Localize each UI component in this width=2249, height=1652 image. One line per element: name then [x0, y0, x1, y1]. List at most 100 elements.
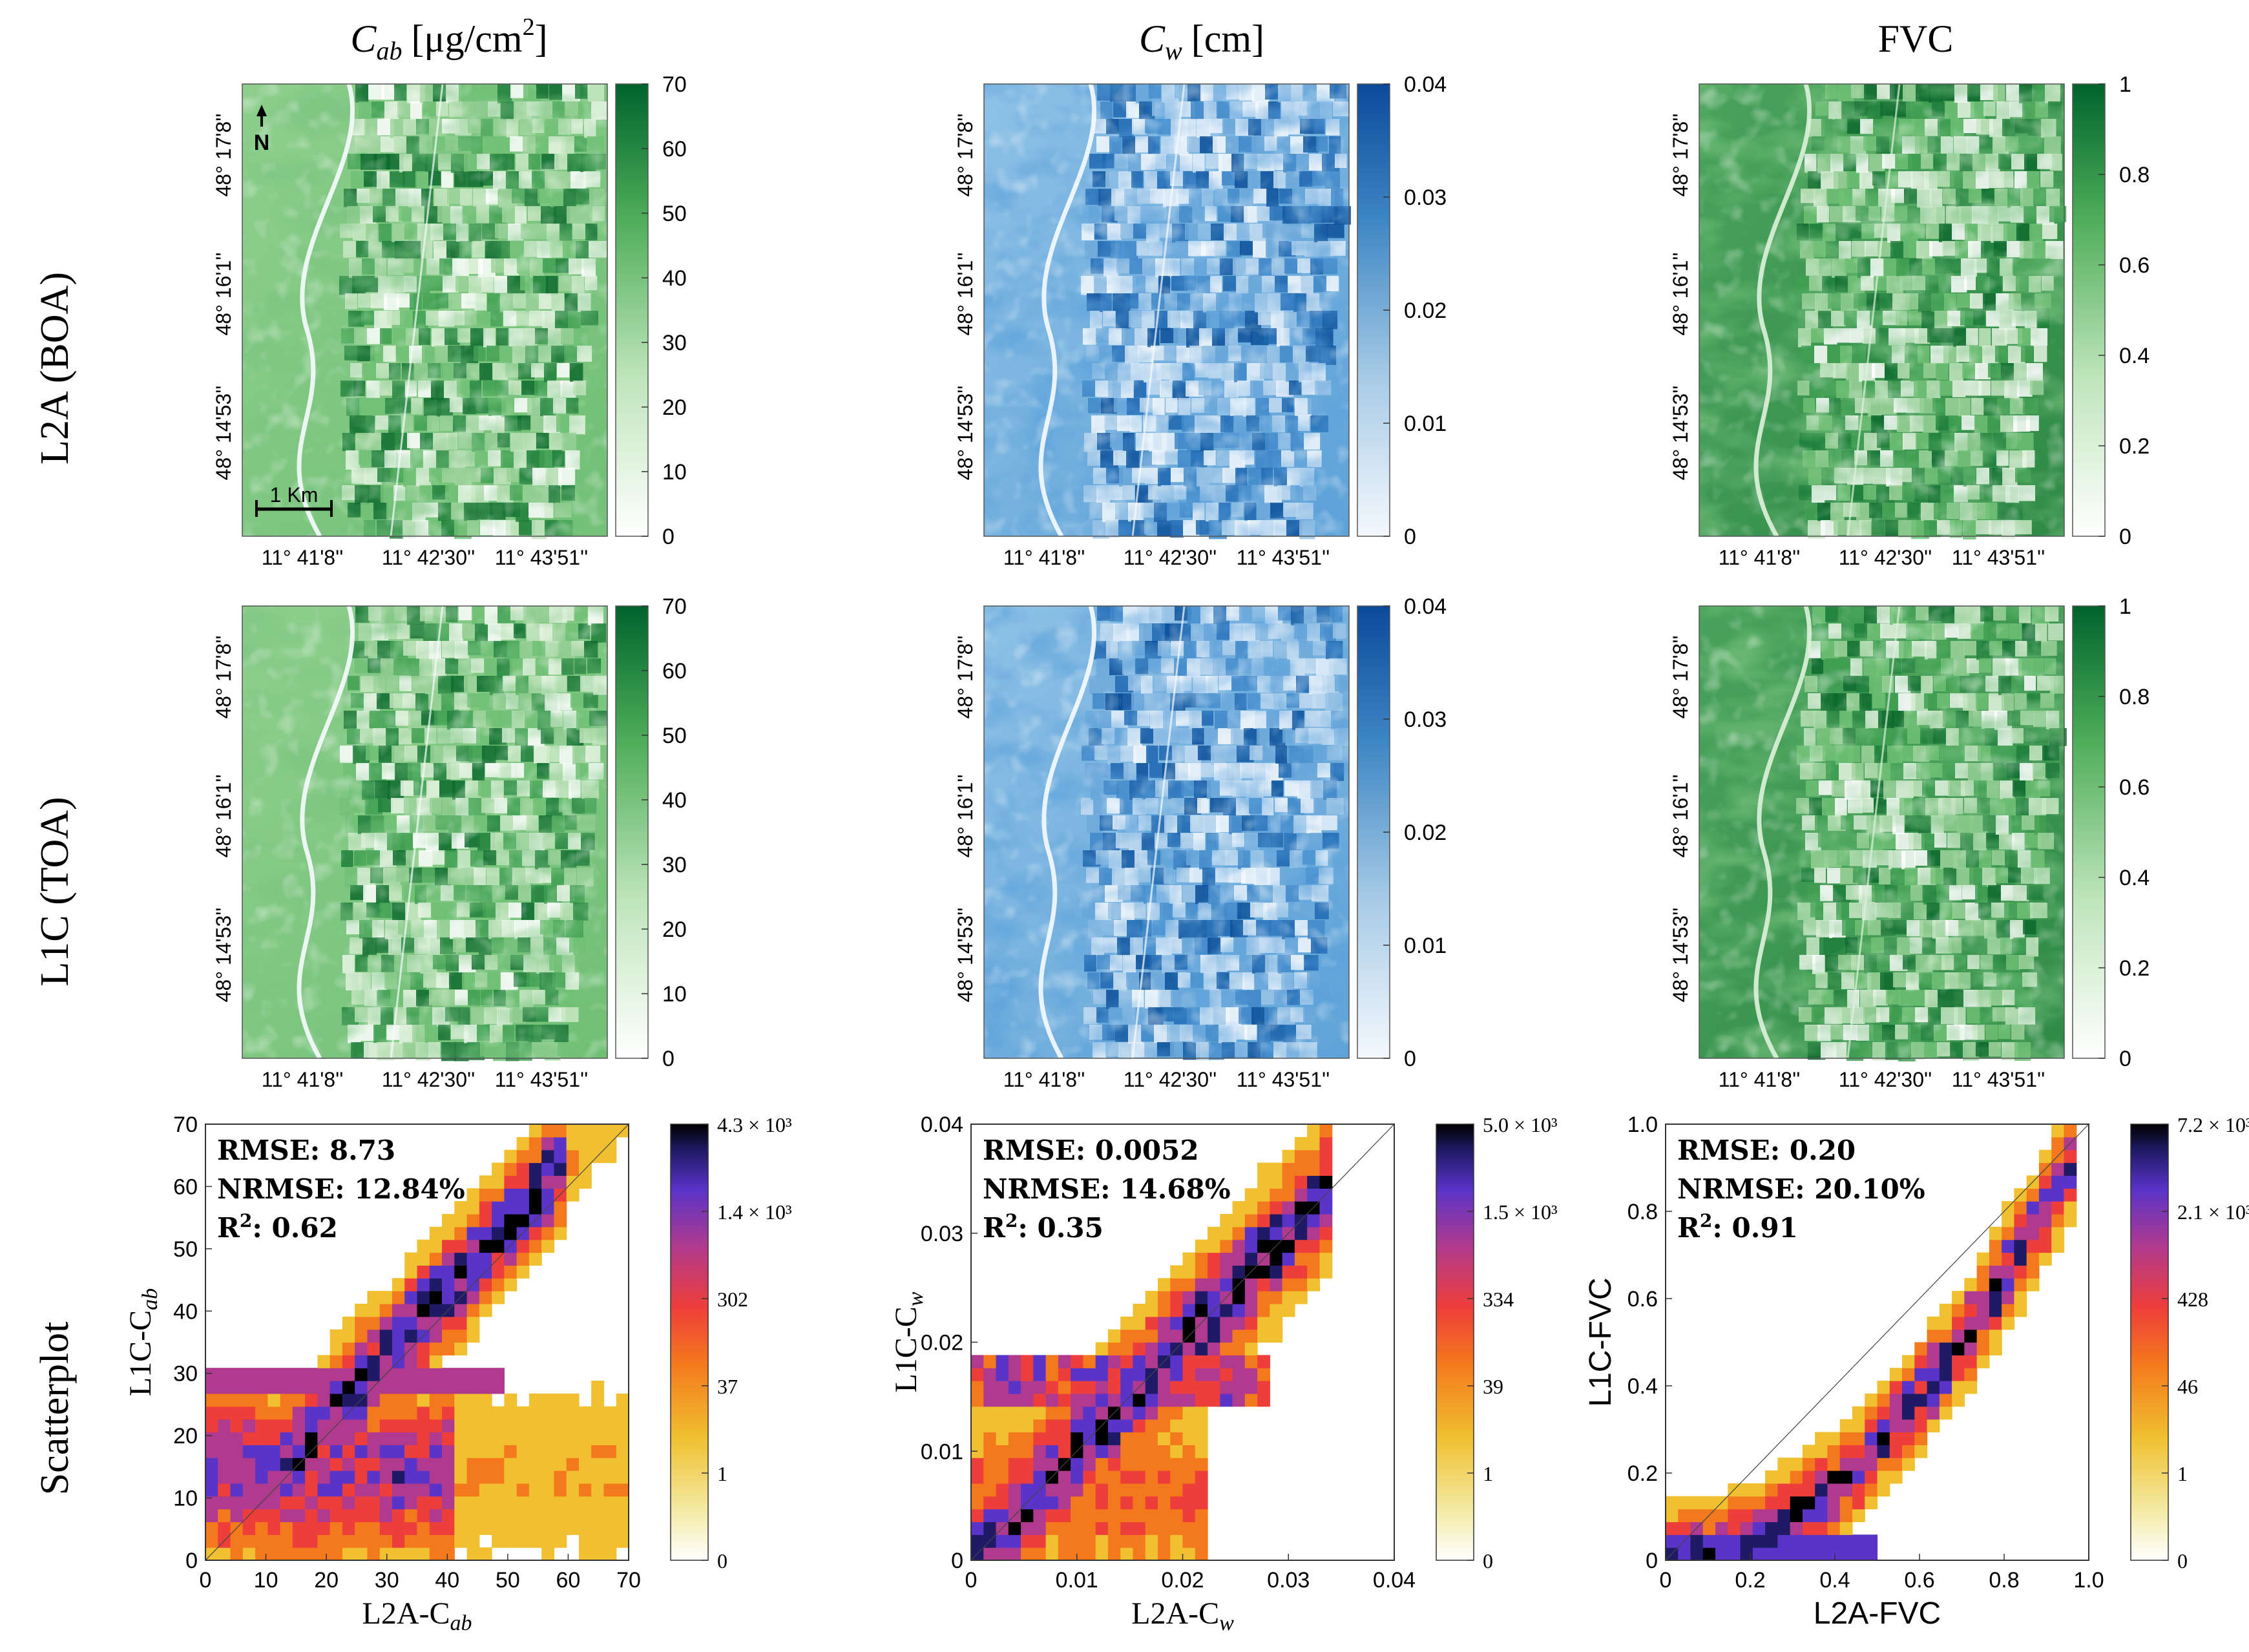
density-cell: [578, 1406, 592, 1420]
scatter-x-tick: 0.01: [1056, 1568, 1098, 1593]
density-cell: [479, 1547, 492, 1561]
density-cell: [1021, 1368, 1034, 1381]
map-y-tick: 48° 17'8'': [1669, 114, 1692, 197]
density-cell: [1170, 1355, 1184, 1368]
density-cell: [292, 1406, 306, 1420]
density-cell: [1182, 1432, 1196, 1445]
density-cell: [2014, 1265, 2027, 1279]
density-cell: [242, 1368, 256, 1381]
map-x-tick: 11° 43'51'': [1237, 1068, 1330, 1091]
density-cell: [2014, 1252, 2027, 1266]
scatter-x-tick: 70: [616, 1568, 641, 1593]
density-cell: [1232, 1213, 1246, 1228]
density-cell: [466, 1303, 480, 1317]
density-cell: [1008, 1458, 1021, 1471]
density-cell: [1120, 1381, 1134, 1394]
density-cell: [1319, 1175, 1333, 1189]
density-cell: [417, 1265, 430, 1279]
density-cell: [603, 1406, 617, 1420]
density-cell: [367, 1521, 381, 1535]
density-cell: [1033, 1445, 1047, 1458]
density-cell: [442, 1393, 455, 1407]
density-cell: [1195, 1534, 1208, 1548]
density-cell: [1208, 1291, 1220, 1304]
density-cell: [1095, 1534, 1109, 1548]
density-cell: [1270, 1265, 1283, 1279]
density-cell: [541, 1521, 555, 1535]
density-cell: [379, 1445, 393, 1458]
density-cell: [1008, 1470, 1021, 1484]
density-cell: [1095, 1342, 1109, 1355]
density-cell: [330, 1355, 343, 1368]
density-cell: [1952, 1393, 1965, 1407]
density-cell: [578, 1124, 592, 1138]
density-cell: [1715, 1521, 1728, 1535]
density-cell: [983, 1496, 997, 1510]
stat-rmse: RMSE: 0.20: [1677, 1134, 1856, 1166]
density-cell: [1157, 1509, 1171, 1523]
density-cell: [1914, 1419, 1928, 1433]
density-cell: [292, 1509, 306, 1523]
density-cell: [1157, 1342, 1171, 1355]
colorbar-tick: 70: [662, 594, 687, 619]
density-cell: [392, 1381, 405, 1394]
density-cell: [971, 1432, 984, 1445]
density-cell: [292, 1445, 306, 1458]
density-cell: [2038, 1149, 2052, 1164]
density-cell: [404, 1368, 418, 1381]
density-cell: [355, 1303, 368, 1317]
density-cell: [367, 1458, 381, 1471]
density-cell: [566, 1406, 580, 1420]
density-cell: [454, 1368, 468, 1381]
density-cell: [516, 1149, 530, 1164]
density-cell: [591, 1496, 605, 1510]
density-cell: [504, 1393, 518, 1407]
density-cell: [442, 1432, 455, 1445]
density-cell: [454, 1419, 468, 1433]
map-y-tick: 48° 17'8'': [212, 636, 235, 719]
density-cell: [1120, 1406, 1134, 1420]
density-cell: [454, 1406, 468, 1420]
density-cell: [603, 1432, 617, 1445]
density-cell: [367, 1509, 381, 1523]
density-cell: [1777, 1534, 1791, 1548]
density-cell: [1008, 1534, 1021, 1548]
density-cell: [305, 1496, 318, 1510]
density-cell: [1182, 1291, 1196, 1304]
density-cell: [1182, 1470, 1196, 1484]
density-cell: [1952, 1381, 1965, 1394]
density-cell: [479, 1175, 492, 1189]
map-y-tick: 48° 16'1'': [1669, 775, 1692, 858]
density-cell: [1914, 1355, 1928, 1368]
density-cell: [1120, 1547, 1134, 1561]
density-cell: [1021, 1458, 1034, 1471]
density-cell: [330, 1368, 343, 1381]
density-cell: [442, 1278, 455, 1291]
density-cell: [404, 1329, 418, 1343]
density-cell: [280, 1534, 293, 1548]
density-cell: [305, 1547, 318, 1561]
density-cell: [1952, 1291, 1965, 1304]
density-cell: [1021, 1483, 1034, 1497]
density-cell: [1989, 1239, 2002, 1253]
density-cell: [1927, 1419, 1940, 1433]
density-cell: [2051, 1162, 2065, 1176]
density-cell: [1765, 1521, 1778, 1535]
density-cell: [1740, 1521, 1753, 1535]
density-cell: [1939, 1303, 1952, 1317]
density-cell: [1852, 1432, 1865, 1445]
density-cell: [242, 1432, 256, 1445]
map-cw-l1c: 11° 41'8'' 11° 42'30'' 11° 43'51''48° 17'8…: [954, 594, 1447, 1091]
colorbar-tick: 10: [662, 982, 687, 1007]
density-cell: [442, 1226, 455, 1240]
density-cell: [1257, 1329, 1270, 1343]
density-cell: [1033, 1432, 1047, 1445]
map-fvc-l1c: 11° 41'8'' 11° 42'30'' 11° 43'51''48° 17'8…: [1669, 594, 2150, 1091]
density-cell: [1257, 1368, 1270, 1381]
density-cell: [479, 1445, 492, 1458]
map-x-tick: 11° 42'30'': [1839, 1068, 1932, 1091]
density-cell: [479, 1483, 492, 1497]
density-cell: [466, 1239, 480, 1253]
density-cell: [1095, 1521, 1109, 1535]
